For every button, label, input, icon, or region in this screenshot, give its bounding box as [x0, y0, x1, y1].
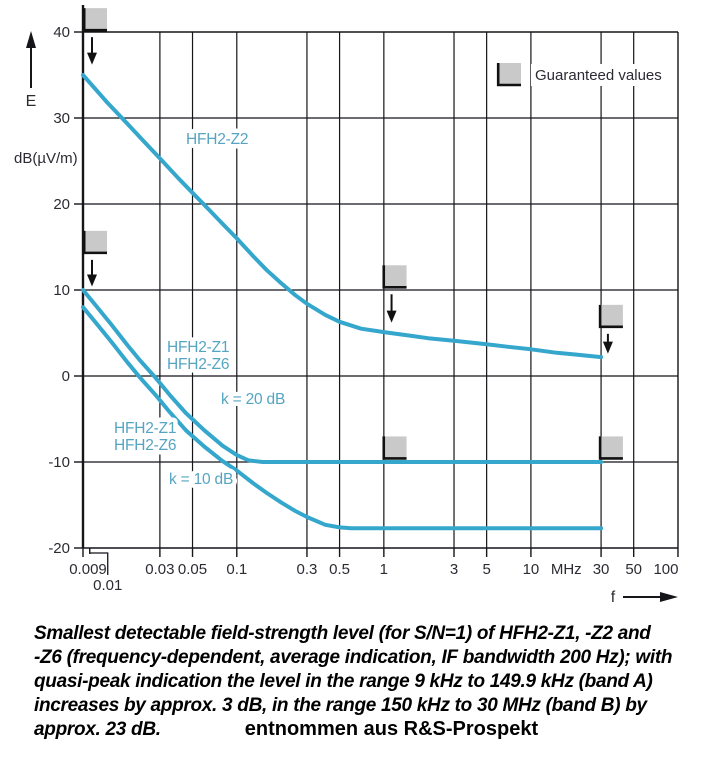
figure-caption: Smallest detectable field-strength level… [0, 612, 719, 742]
guaranteed-marker [382, 436, 407, 460]
svg-text:20: 20 [53, 196, 70, 213]
svg-text:10: 10 [53, 282, 70, 299]
x-tick-labels: 0.009 0.03 0.05 0.1 0.3 0.5 1 3 5 10 30 50 100 MHz [69, 561, 678, 578]
y-axis-label: EdB(µV/m) [14, 31, 78, 167]
svg-text:k = 10 dB: k = 10 dB [169, 471, 233, 488]
offset-tick-0-01: 0.01 [89, 548, 122, 594]
svg-text:5: 5 [482, 561, 490, 578]
chart-svg: 0.010.009 0.03 0.05 0.1 0.3 0.5 1 3 5 10 30 50 100MH… [14, 5, 679, 606]
svg-text:HFH2-Z2: HFH2-Z2 [186, 131, 248, 148]
svg-text:HFH2-Z1: HFH2-Z1 [114, 420, 176, 437]
caption-line: quasi-peak indication the level in the r… [34, 671, 653, 692]
grid [74, 31, 679, 557]
svg-text:-20: -20 [48, 540, 70, 557]
svg-text:-10: -10 [48, 454, 70, 471]
caption-last-line: approx. 23 dB. entnommen aus R&S-Prospek… [34, 718, 701, 742]
plot-frame [81, 5, 679, 549]
svg-text:1: 1 [380, 561, 388, 578]
svg-text:0.3: 0.3 [297, 561, 318, 578]
svg-text:0: 0 [62, 368, 70, 385]
svg-text:10: 10 [523, 561, 540, 578]
svg-text:0.01: 0.01 [93, 577, 122, 594]
caption-line: increases by approx. 3 dB, in the range … [34, 695, 647, 716]
guaranteed-marker [82, 8, 107, 65]
svg-text:40: 40 [53, 24, 70, 41]
svg-text:30: 30 [53, 110, 70, 127]
curve-hfh2-z1-hfh2-z6-k-20-db [81, 288, 604, 464]
svg-text:0.1: 0.1 [226, 561, 247, 578]
svg-text:0.009: 0.009 [69, 561, 107, 578]
svg-text:MHz: MHz [551, 561, 582, 578]
x-axis-label: f [611, 589, 678, 606]
svg-text:50: 50 [625, 561, 642, 578]
svg-text:0.5: 0.5 [329, 561, 350, 578]
svg-text:30: 30 [593, 561, 610, 578]
svg-text:HFH2-Z6: HFH2-Z6 [167, 356, 229, 373]
guaranteed-marker [598, 436, 623, 460]
source-note: entnommen aus R&S-Prospekt [244, 718, 539, 740]
curve-hfh2-z2 [81, 73, 604, 360]
legend: Guaranteed values [496, 63, 666, 88]
curve-hfh2-z1-hfh2-z6-k-10-db [81, 305, 604, 531]
svg-text:k = 20 dB: k = 20 dB [221, 391, 285, 408]
y-tick-labels: 40 30 20 10 0 -10 -20 [48, 24, 70, 557]
caption-line: Smallest detectable field-strength level… [34, 623, 651, 644]
caption-line: -Z6 (frequency-dependent, average indica… [34, 647, 673, 668]
field-strength-chart: 0.01 0.009 0.03 0.05 0.1 0.3 0.5 1 3 5 10 30 50 100 MH… [14, 5, 679, 606]
svg-text:f: f [611, 589, 616, 606]
legend-label: Guaranteed values [535, 67, 662, 84]
guaranteed-marker [598, 304, 623, 354]
guaranteed-marker [382, 265, 407, 323]
svg-text:dB(µV/m): dB(µV/m) [14, 150, 78, 167]
svg-text:3: 3 [450, 561, 458, 578]
svg-text:HFH2-Z1: HFH2-Z1 [167, 339, 229, 356]
svg-text:E: E [26, 93, 37, 110]
guaranteed-marker [82, 230, 107, 287]
svg-text:100: 100 [653, 561, 678, 578]
svg-text:0.05: 0.05 [178, 561, 207, 578]
svg-text:HFH2-Z6: HFH2-Z6 [114, 437, 176, 454]
caption-line: approx. 23 dB. [34, 719, 161, 740]
svg-text:0.03: 0.03 [145, 561, 174, 578]
